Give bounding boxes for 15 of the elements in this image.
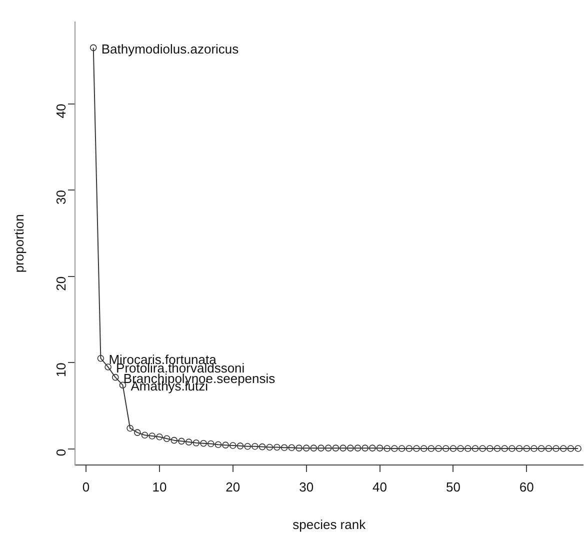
x-tick-label: 0 [82, 479, 90, 494]
x-tick-label: 50 [446, 479, 460, 494]
x-axis-title: species rank [292, 516, 366, 532]
x-tick-label: 20 [226, 479, 240, 494]
y-tick-label: 0 [54, 448, 69, 456]
y-tick-label: 40 [54, 104, 69, 118]
annotation: Bathymodiolus.azoricus [101, 41, 240, 56]
x-tick-label: 10 [152, 479, 167, 494]
y-axis-title: proportion [11, 214, 26, 273]
y-tick-label: 10 [54, 362, 69, 378]
y-tick-label: 20 [54, 276, 69, 291]
x-tick-label: 40 [372, 479, 388, 494]
x-tick-label: 30 [299, 479, 314, 494]
x-tick-label: 60 [519, 479, 534, 494]
y-tick-label: 30 [54, 190, 69, 205]
